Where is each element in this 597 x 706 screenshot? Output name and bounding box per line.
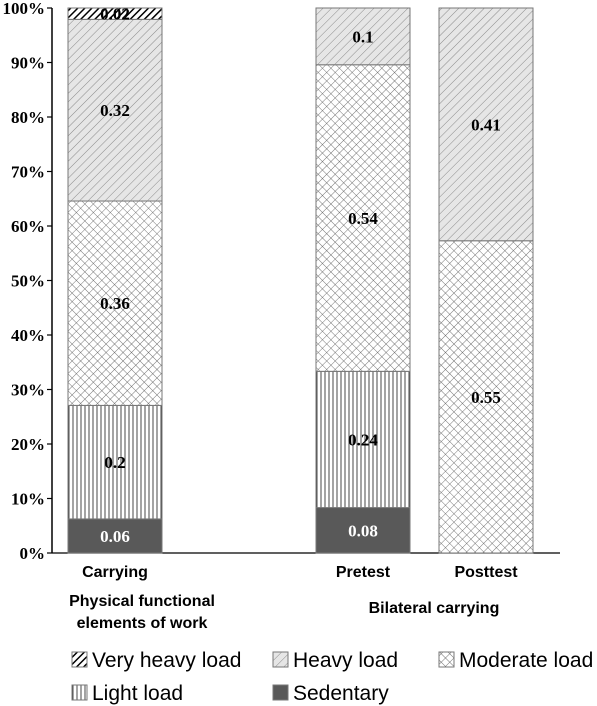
bar-segment-moderate-load: [315, 64, 411, 372]
y-tick-label: 100%: [3, 0, 46, 18]
data-label-very-heavy-load: 0.02: [100, 5, 130, 24]
y-tick-label: 10%: [11, 490, 45, 509]
legend-swatch-very-heavy-load: [71, 651, 88, 668]
bar-segment-sedentary: [315, 507, 411, 554]
bar-segment-light-load: [315, 370, 411, 509]
data-label-sedentary: 0.08: [348, 521, 378, 540]
y-tick-label: 70%: [11, 163, 45, 182]
y-tick-label: 90%: [11, 54, 45, 73]
data-label-moderate-load: 0.55: [471, 388, 501, 407]
category-label: Pretest: [336, 564, 391, 581]
group-label: Bilateral carrying: [369, 600, 500, 617]
legend: Very heavy load Heavy load Moderate load Li…: [71, 649, 593, 705]
y-tick-label: 40%: [11, 326, 45, 345]
legend-swatch-sedentary: [272, 684, 289, 701]
data-label-moderate-load: 0.36: [100, 294, 130, 313]
data-label-sedentary: 0.06: [100, 527, 130, 546]
legend-label-moderate-load: Moderate load: [459, 649, 593, 672]
bar-segment-very-heavy-load: [67, 7, 163, 20]
data-label-light-load: 0.24: [348, 430, 378, 449]
bars: [67, 7, 534, 554]
legend-label-sedentary: Sedentary: [293, 682, 389, 705]
bar-segment-sedentary: [67, 518, 163, 554]
x-axis-labels: Carrying Pretest Posttest Physical function…: [69, 564, 518, 632]
bar-segment-heavy-load: [67, 18, 163, 202]
bar-segment-light-load: [67, 404, 163, 520]
bar-segment-moderate-load: [67, 200, 163, 406]
legend-label-light-load: Light load: [92, 682, 183, 705]
legend-swatch-moderate-load: [438, 651, 455, 668]
legend-label-very-heavy-load: Very heavy load: [92, 649, 241, 672]
data-label-heavy-load: 0.1: [352, 27, 373, 46]
legend-swatch-light-load: [71, 684, 88, 701]
y-tick-label: 0%: [20, 544, 46, 563]
y-tick-label: 80%: [11, 108, 45, 127]
bar-segment-heavy-load: [315, 7, 411, 66]
data-label-heavy-load: 0.41: [471, 115, 501, 134]
legend-swatch-heavy-load: [272, 651, 289, 668]
data-label-heavy-load: 0.32: [100, 101, 130, 120]
y-tick-label: 50%: [11, 272, 45, 291]
category-label: Posttest: [454, 564, 518, 581]
category-label: Carrying: [82, 564, 148, 581]
group-label: Physical functional: [69, 593, 215, 610]
data-labels: 0.06 0.2 0.36 0.32 0.02 0.08 0.24 0.54 0.1 0.55 0.…: [100, 5, 501, 546]
y-tick-label: 30%: [11, 381, 45, 400]
data-label-light-load: 0.2: [104, 453, 125, 472]
legend-label-heavy-load: Heavy load: [293, 649, 398, 672]
y-tick-label: 20%: [11, 435, 45, 454]
bar-segment-heavy-load: [438, 7, 534, 242]
y-tick-label: 60%: [11, 217, 45, 236]
bar-segment-moderate-load: [438, 240, 534, 554]
data-label-moderate-load: 0.54: [348, 209, 378, 228]
group-label: elements of work: [77, 615, 208, 632]
